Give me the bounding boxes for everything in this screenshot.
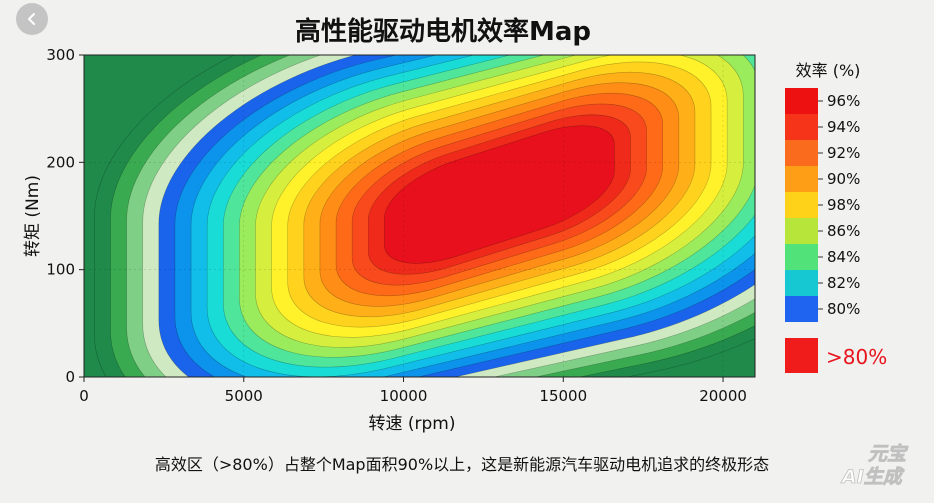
legend-label: 94%	[827, 118, 860, 136]
watermark-line1: 元宝	[868, 443, 909, 465]
back-button[interactable]	[16, 3, 48, 35]
caption: 高效区（>80%）占整个Map面积90%以上，这是新能源汽车驱动电机追求的终极形…	[155, 455, 769, 474]
legend-title: 效率 (%)	[796, 61, 861, 80]
x-axis-ticks: 0 5000 10000 15000 20000	[79, 377, 747, 405]
legend-swatch	[785, 140, 818, 166]
y-tick-label: 300	[46, 46, 75, 64]
legend-label: 84%	[827, 248, 860, 266]
legend-swatch	[785, 270, 818, 296]
legend-swatch	[785, 244, 818, 270]
legend-swatch	[785, 192, 818, 218]
chevron-left-icon	[28, 13, 35, 25]
y-tick-label: 200	[46, 153, 75, 171]
plot-frame	[83, 54, 756, 378]
legend-swatch	[785, 166, 818, 192]
legend-label: 80%	[827, 300, 860, 318]
y-tick-label: 100	[46, 261, 75, 279]
y-tick-label: 0	[65, 368, 75, 386]
legend-label: 86%	[827, 222, 860, 240]
x-tick-label: 5000	[225, 387, 263, 405]
efficiency-band	[384, 125, 615, 264]
legend-label: 82%	[827, 274, 860, 292]
legend-swatch	[785, 218, 818, 244]
x-tick-label: 10000	[380, 387, 428, 405]
y-axis-label: 转矩 (Nm)	[23, 175, 43, 257]
legend-label: 90%	[827, 170, 860, 188]
x-axis-label: 转速 (rpm)	[368, 414, 455, 434]
legend: 效率 (%) 96% 94% 92% 90% 98% 86% 84% 82% 80% >80%	[785, 61, 887, 373]
legend-swatch	[785, 114, 818, 140]
watermark: 元宝 AI生成	[840, 443, 910, 489]
plot-area	[83, 54, 756, 378]
legend-items: 96% 94% 92% 90% 98% 86% 84% 82% 80%	[785, 88, 860, 322]
legend-label: 98%	[827, 196, 860, 214]
efficiency-contours	[84, 55, 755, 377]
y-axis-ticks: 0 100 200 300	[46, 46, 84, 386]
x-tick-label: 20000	[699, 387, 747, 405]
x-tick-label: 0	[79, 387, 89, 405]
x-tick-label: 15000	[539, 387, 587, 405]
legend-note-label: >80%	[826, 345, 887, 369]
legend-label: 96%	[827, 92, 860, 110]
legend-swatch	[785, 296, 818, 322]
legend-label: 92%	[827, 144, 860, 162]
legend-swatch	[785, 88, 818, 114]
chart-title: 高性能驱动电机效率Map	[295, 16, 591, 47]
watermark-line2: AI生成	[840, 466, 905, 488]
legend-note-swatch	[785, 338, 818, 373]
